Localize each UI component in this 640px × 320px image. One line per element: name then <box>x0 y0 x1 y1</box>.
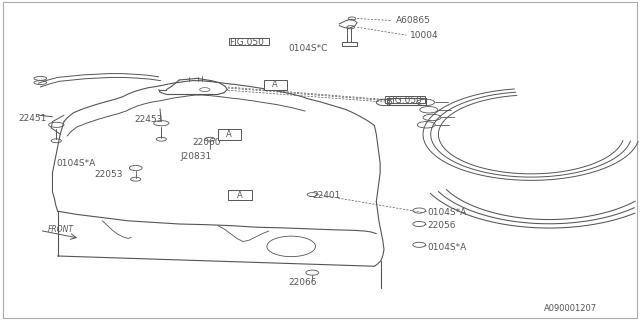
Text: FIG.050: FIG.050 <box>387 96 422 105</box>
Text: FIG.050: FIG.050 <box>229 38 264 47</box>
Text: A: A <box>237 191 243 200</box>
Text: A090001207: A090001207 <box>544 304 597 313</box>
Text: 0104S*A: 0104S*A <box>428 208 467 217</box>
Bar <box>385 96 425 103</box>
Bar <box>229 38 269 45</box>
Bar <box>228 190 252 200</box>
Text: 22056: 22056 <box>428 221 456 230</box>
Bar <box>264 80 287 90</box>
Text: A60865: A60865 <box>396 16 430 25</box>
Text: 10004: 10004 <box>410 31 438 40</box>
Text: J20831: J20831 <box>180 152 212 161</box>
Text: 22451: 22451 <box>18 114 46 123</box>
Text: FRONT: FRONT <box>48 225 74 234</box>
Text: 22453: 22453 <box>134 115 163 124</box>
Text: 22053: 22053 <box>95 170 124 179</box>
Text: A: A <box>273 80 278 89</box>
Text: 22401: 22401 <box>312 191 340 200</box>
Text: 0104S*A: 0104S*A <box>56 159 95 168</box>
Text: 0104S*A: 0104S*A <box>428 243 467 252</box>
Text: 22066: 22066 <box>288 278 317 287</box>
Text: 22060: 22060 <box>192 138 221 147</box>
Bar <box>218 129 241 140</box>
Text: A: A <box>227 130 232 139</box>
Text: 0104S*C: 0104S*C <box>288 44 328 53</box>
